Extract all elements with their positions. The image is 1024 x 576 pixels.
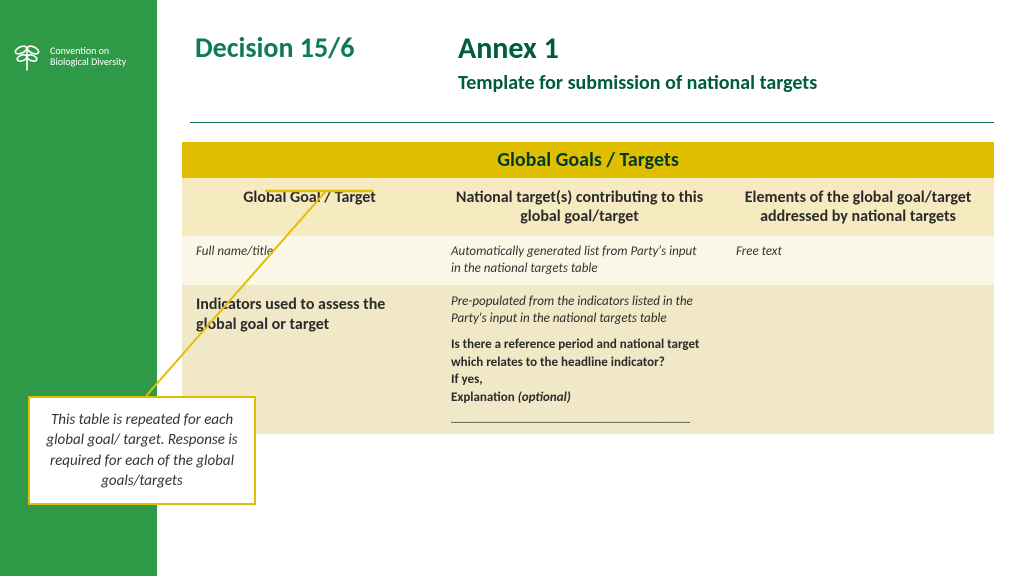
decision-label: Decision 15/6: [195, 30, 354, 65]
cell-autogen: Automatically generated list from Party'…: [437, 236, 722, 285]
cell-empty: [722, 285, 994, 434]
goals-table: Global Goals / Targets Global Goal / Tar…: [182, 142, 994, 434]
table-row: Full name/title Automatically generated …: [182, 236, 994, 285]
annex-title: Annex 1: [458, 30, 817, 67]
slide: Convention on Biological Diversity Decis…: [0, 0, 1024, 576]
header: Decision 15/6 Annex 1 Template for submi…: [195, 30, 994, 95]
col-header-2: National target(s) contributing to this …: [437, 178, 722, 236]
table-header-row: Global Goal / Target National target(s) …: [182, 178, 994, 236]
col-header-1: Global Goal / Target: [182, 178, 437, 236]
logo-line-2: Biological Diversity: [50, 56, 126, 68]
question-if-yes: If yes,: [451, 372, 483, 387]
annex-subtitle: Template for submission of national targ…: [458, 71, 817, 95]
blank-line: ________________________________________: [451, 410, 708, 426]
cell-fullname: Full name/title: [182, 236, 437, 285]
leaf-icon: [12, 40, 42, 72]
table-title: Global Goals / Targets: [182, 142, 994, 178]
annex-block: Annex 1 Template for submission of natio…: [458, 30, 817, 95]
table-row: Indicators used to assess the global goa…: [182, 285, 994, 434]
header-divider: [190, 122, 994, 123]
prepopulated-note: Pre-populated from the indicators listed…: [451, 293, 708, 328]
goals-table-wrap: Global Goals / Targets Global Goal / Tar…: [182, 142, 994, 434]
repeat-note-callout: This table is repeated for each global g…: [28, 396, 256, 505]
cell-freetext: Free text: [722, 236, 994, 285]
logo: Convention on Biological Diversity: [12, 40, 126, 72]
repeat-note-text: This table is repeated for each global g…: [46, 411, 237, 490]
col-header-3: Elements of the global goal/target addre…: [722, 178, 994, 236]
cell-indicators-detail: Pre-populated from the indicators listed…: [437, 285, 722, 434]
table-title-row: Global Goals / Targets: [182, 142, 994, 178]
question-explanation: Explanation (optional): [451, 390, 571, 405]
question-reference-period: Is there a reference period and national…: [451, 337, 699, 370]
logo-text: Convention on Biological Diversity: [50, 45, 126, 68]
